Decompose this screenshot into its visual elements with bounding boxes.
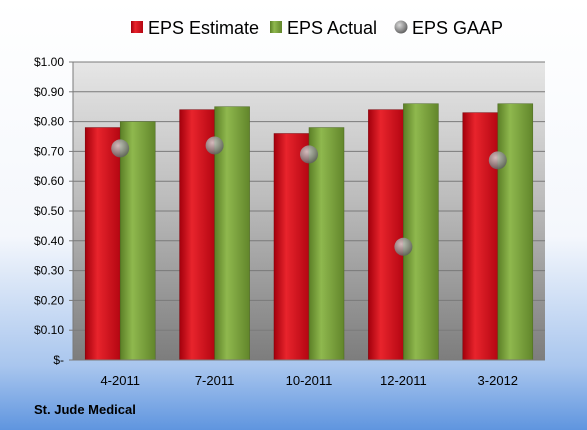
y-tick-label: $- [53,353,64,367]
bars [84,103,534,361]
x-tick-label: 4-2011 [100,373,140,388]
bar-eps-actual [497,103,534,361]
bar-eps-actual [403,103,439,361]
bar-eps-estimate [84,127,121,361]
marker-eps-gaap [488,151,507,170]
bar-eps-actual [308,127,345,361]
y-tick-label: $0.30 [34,264,64,278]
bar-eps-estimate [273,133,310,361]
x-tick-label: 12-2011 [380,373,427,388]
legend-swatch [270,21,282,33]
y-tick-label: $0.90 [34,85,64,99]
marker-eps-gaap [394,237,413,256]
legend-label: EPS GAAP [412,18,503,38]
bar-eps-estimate [462,112,499,361]
y-tick-label: $0.20 [34,293,64,307]
bar-eps-actual [119,121,156,361]
gaap-markers [111,136,507,256]
marker-eps-gaap [111,139,130,158]
marker-eps-gaap [300,145,318,164]
y-tick-label: $0.10 [34,323,64,337]
x-axis: 4-2011 7-2011 10-2011 12-2011 3-2012 [73,359,545,388]
legend-label: EPS Estimate [148,18,259,38]
y-tick-label: $0.70 [34,144,64,158]
marker-eps-gaap [205,136,224,155]
x-tick-label: 7-2011 [195,373,235,388]
x-tick-label: 10-2011 [286,373,333,388]
y-axis: $- $0.10 $0.20 $0.30 $0.40 $0.50 $0.60 $0.70 $0.… [34,55,74,367]
legend-label: EPS Actual [287,18,377,38]
y-tick-label: $0.60 [34,174,64,188]
company-label: St. Jude Medical [34,402,136,417]
legend-swatch [394,20,408,34]
y-tick-label: $0.40 [34,234,64,248]
x-tick-label: 3-2012 [478,373,518,388]
legend-swatch [131,21,143,33]
y-tick-label: $1.00 [34,55,64,69]
legend: EPS Estimate EPS Actual EPS GAAP [131,18,503,38]
y-tick-label: $0.50 [34,204,64,218]
y-tick-label: $0.80 [34,115,64,129]
bar-eps-estimate [368,109,404,361]
